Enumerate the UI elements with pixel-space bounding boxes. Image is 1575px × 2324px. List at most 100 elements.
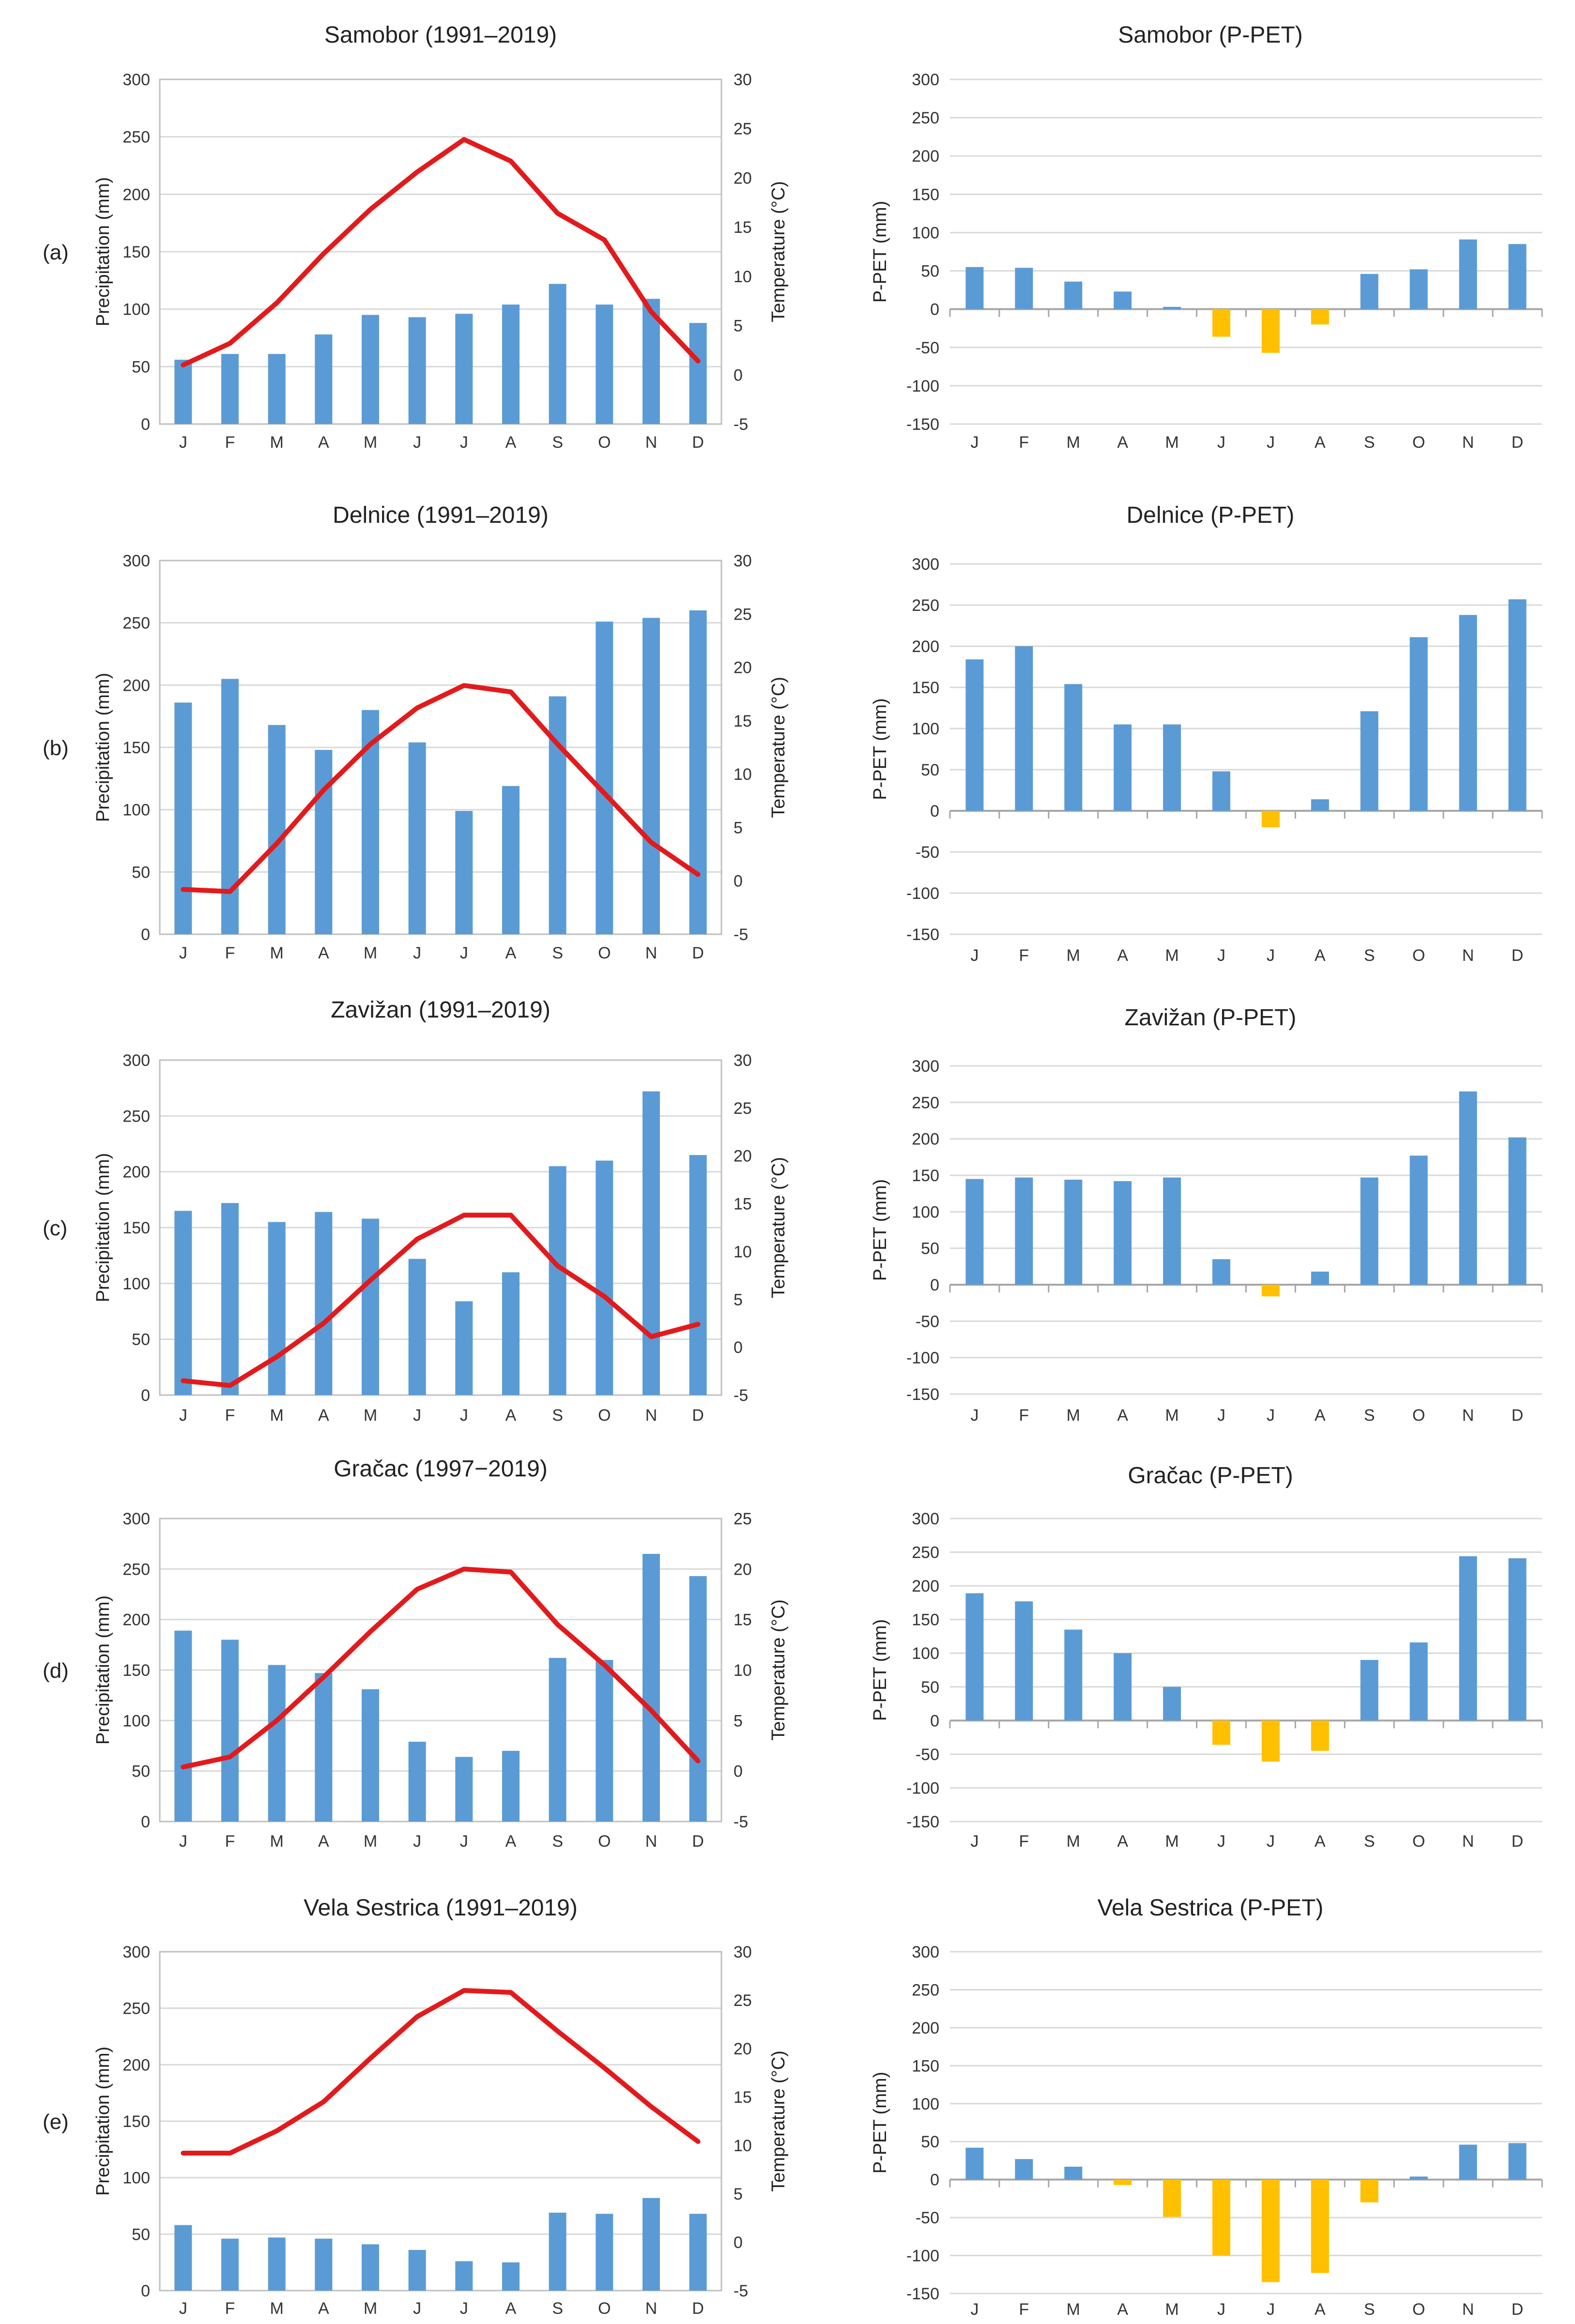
y-tick-label: 300 (122, 71, 150, 89)
y-tick-label: -150 (906, 926, 939, 944)
ppet-surplus-bar (1508, 244, 1527, 309)
x-tick-label: J (970, 433, 979, 452)
y-tick-label: -150 (906, 2285, 939, 2303)
x-tick-label: N (1462, 1832, 1474, 1851)
plot-frame (159, 1518, 722, 1823)
y2-tick-label: 0 (734, 1338, 743, 1357)
y-tick-label: 300 (122, 1510, 150, 1528)
precipitation-bar (174, 702, 192, 934)
x-tick-label: O (1412, 2300, 1425, 2319)
ppet-surplus-bar (1459, 1556, 1477, 1721)
y2-tick-label: 25 (734, 605, 752, 623)
x-tick-label: D (692, 2299, 704, 2318)
ppet-surplus-bar (1163, 1177, 1181, 1285)
plot-frame (159, 1951, 722, 2292)
precipitation-bar (221, 1640, 239, 1822)
y-tick-label: 200 (122, 2056, 150, 2074)
panel-label: (c) (43, 1216, 67, 1240)
x-tick-label: D (692, 944, 704, 962)
x-tick-label: S (1364, 433, 1375, 452)
x-tick-label: D (692, 1406, 704, 1425)
vela-sestrica-ppet-chart: Vela Sestrica (P-PET) -150 -100 -50 0 50 100 15… (870, 1895, 1543, 2319)
y-tick-label: 50 (921, 1678, 939, 1697)
ppet-deficit-bar (1311, 309, 1329, 325)
x-tick-label: M (364, 433, 377, 452)
precipitation-bar (268, 1222, 286, 1395)
x-tick-label: S (552, 1832, 563, 1851)
y-tick-label: 250 (912, 596, 939, 615)
precipitation-bar (689, 1576, 707, 1822)
y-tick-label: 300 (122, 1943, 150, 1961)
precipitation-bar (268, 354, 286, 424)
x-tick-label: A (1315, 2300, 1326, 2319)
x-tick-label: A (318, 2299, 329, 2318)
x-tick-label: S (1364, 1832, 1375, 1851)
chart-title: Zavižan (1991–2019) (331, 997, 550, 1023)
ppet-surplus-bar (965, 1593, 984, 1721)
y-axis-label: P-PET (mm) (870, 698, 890, 800)
x-tick-label: S (552, 1406, 563, 1425)
y-tick-label: 150 (912, 1167, 939, 1185)
plot-frame (159, 1059, 722, 1396)
x-tick-label: A (1117, 433, 1128, 452)
ppet-surplus-bar (1015, 2159, 1033, 2180)
y-tick-label: 50 (132, 358, 150, 376)
y-tick-label: -50 (916, 843, 939, 862)
ppet-surplus-bar (1508, 1558, 1527, 1721)
x-tick-label: O (598, 1832, 611, 1851)
ppet-surplus-bar (1459, 239, 1477, 309)
chart-title: Gračac (P-PET) (1128, 1463, 1293, 1489)
y-axis-label: P-PET (mm) (870, 2072, 890, 2173)
y2-tick-label: 15 (734, 1195, 752, 1214)
ppet-surplus-bar (1409, 1155, 1428, 1285)
x-tick-label: A (1117, 1406, 1128, 1425)
x-tick-label: J (179, 1406, 187, 1425)
precipitation-bar (689, 323, 707, 424)
x-tick-label: M (1067, 2300, 1080, 2319)
x-tick-label: O (1412, 1832, 1425, 1851)
x-tick-label: F (225, 1832, 235, 1851)
precipitation-bar (596, 1660, 613, 1822)
chart-title: Zavižan (P-PET) (1125, 1005, 1297, 1031)
precipitation-bar (596, 622, 613, 934)
y-tick-label: -150 (906, 1813, 939, 1831)
y-tick-label: 250 (912, 109, 939, 127)
x-tick-label: M (1067, 1832, 1080, 1851)
y-tick-label: 150 (122, 243, 150, 261)
x-tick-label: O (1412, 946, 1425, 965)
x-tick-label: A (1315, 946, 1326, 965)
x-tick-label: A (1117, 1832, 1128, 1851)
x-tick-label: A (318, 1406, 329, 1425)
x-tick-label: A (505, 433, 517, 452)
x-tick-label: S (552, 944, 563, 962)
y2-tick-label: 30 (734, 71, 752, 89)
y-tick-label: 150 (122, 1219, 150, 1237)
precipitation-bar (455, 811, 473, 934)
y2-tick-label: 20 (734, 2040, 752, 2058)
chart-title: Vela Sestrica (P-PET) (1098, 1895, 1324, 1921)
precipitation-bar (408, 2250, 426, 2291)
ppet-surplus-bar (1015, 268, 1033, 309)
y-tick-label: 50 (921, 262, 939, 281)
y-axis-label: P-PET (mm) (870, 201, 890, 303)
precipitation-bar (408, 742, 426, 934)
y-tick-label: 200 (122, 1611, 150, 1629)
y2-tick-label: 0 (734, 872, 743, 891)
x-tick-label: A (505, 1406, 517, 1425)
ppet-deficit-bar (1311, 2179, 1329, 2273)
precipitation-bar (315, 334, 333, 424)
y2-tick-label: 30 (734, 1051, 752, 1070)
y2-tick-label: -5 (734, 926, 748, 944)
y-tick-label: 0 (141, 2282, 150, 2300)
chart-title: Gračac (1997−2019) (334, 1456, 548, 1482)
ppet-surplus-bar (1163, 1686, 1181, 1721)
zavizan-ppet-chart: Zavižan (P-PET) -150 -100 -50 0 50 100 150 200 25… (870, 1005, 1543, 1425)
y-tick-label: 200 (912, 638, 939, 656)
y2-tick-label: 25 (734, 1099, 752, 1118)
y2-tick-label: -5 (734, 1386, 748, 1405)
panel-label: (d) (43, 1659, 69, 1683)
precipitation-bar (268, 2237, 286, 2291)
precipitation-bar (502, 1750, 520, 1822)
x-tick-label: N (1462, 946, 1474, 965)
precipitation-bar (502, 2262, 520, 2291)
